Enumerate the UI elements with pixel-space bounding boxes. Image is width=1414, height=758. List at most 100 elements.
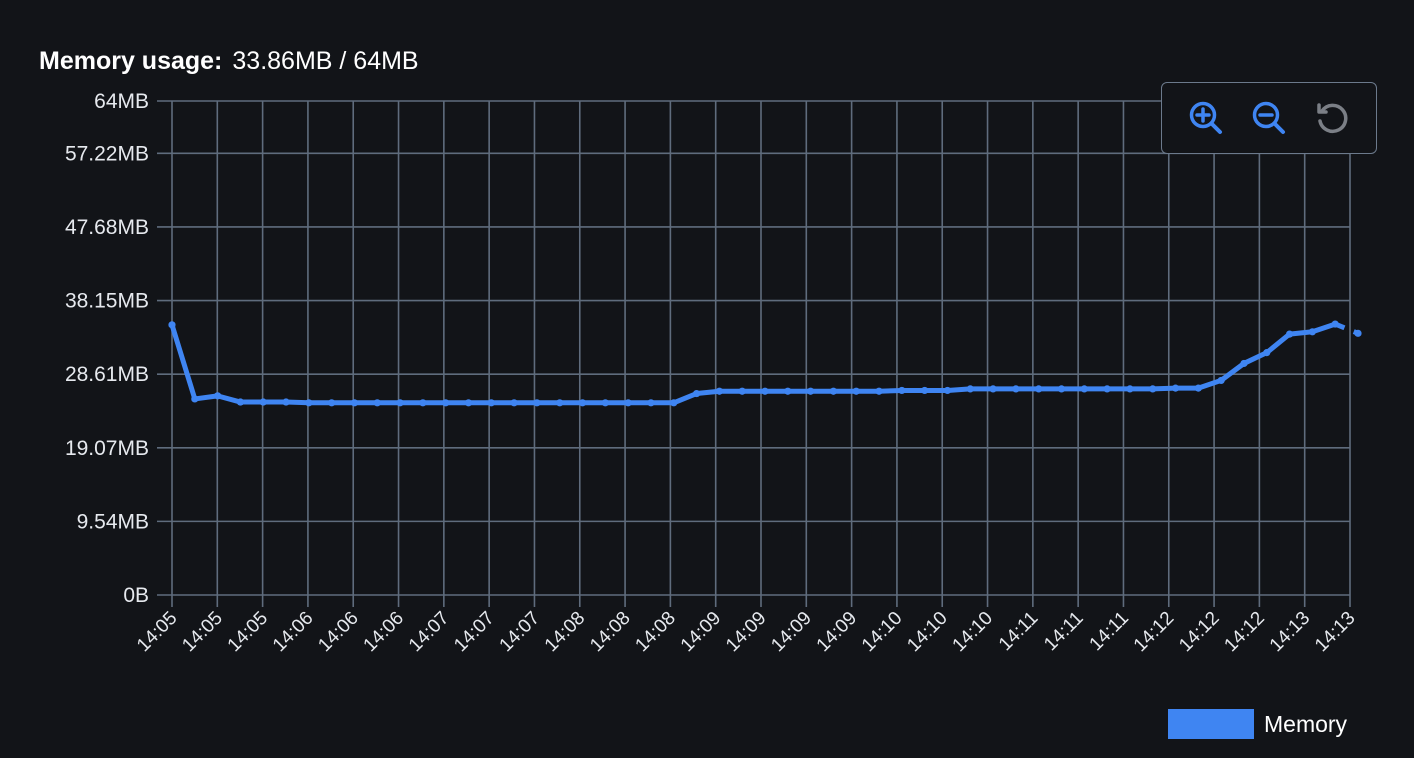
memory-data-point[interactable] [761, 387, 769, 395]
memory-data-point[interactable] [396, 399, 404, 407]
memory-data-point[interactable] [1057, 385, 1066, 393]
memory-data-point[interactable] [1171, 384, 1180, 392]
reset-zoom-button[interactable] [1309, 95, 1355, 141]
x-tick-label: 14:12 [1130, 608, 1178, 656]
memory-data-point[interactable] [1149, 385, 1157, 393]
memory-data-point[interactable] [578, 399, 587, 407]
memory-data-point[interactable] [921, 386, 929, 395]
chart-legend: Memory [1168, 708, 1347, 740]
memory-data-point[interactable] [1354, 329, 1362, 337]
x-tick-label: 14:11 [995, 608, 1042, 655]
x-tick-label: 14:13 [1266, 608, 1314, 656]
memory-data-point[interactable] [419, 399, 427, 407]
memory-data-point[interactable] [214, 392, 222, 400]
x-tick-label: 14:12 [1175, 608, 1223, 656]
memory-usage-label: Memory usage: [39, 47, 223, 75]
memory-data-point[interactable] [556, 399, 564, 407]
memory-data-point[interactable] [259, 398, 267, 406]
memory-data-point[interactable] [943, 386, 952, 395]
x-tick-label: 14:11 [1040, 608, 1087, 655]
memory-data-point[interactable] [487, 399, 495, 407]
memory-data-point[interactable] [1126, 385, 1134, 393]
legend-swatch-memory[interactable] [1168, 709, 1254, 739]
x-tick-label: 14:13 [1311, 608, 1359, 656]
zoom-out-button[interactable] [1246, 95, 1292, 141]
y-tick-label: 57.22MB [65, 142, 149, 165]
memory-usage-header: Memory usage: 33.86MB / 64MB [39, 44, 419, 78]
memory-data-point[interactable] [829, 387, 838, 395]
y-tick-label: 28.61MB [65, 363, 149, 386]
memory-data-point[interactable] [328, 399, 336, 407]
y-tick-label: 19.07MB [65, 437, 149, 460]
memory-data-point[interactable] [715, 387, 723, 395]
memory-data-point[interactable] [784, 387, 792, 395]
memory-data-point[interactable] [1285, 330, 1294, 338]
x-tick-label: 14:08 [631, 608, 679, 656]
memory-data-point[interactable] [236, 398, 245, 406]
memory-data-point[interactable] [807, 387, 815, 395]
memory-data-point[interactable] [875, 387, 883, 395]
x-tick-label: 14:06 [314, 608, 362, 656]
y-tick-label: 38.15MB [65, 290, 149, 313]
x-tick-label: 14:05 [133, 608, 181, 656]
x-tick-label: 14:10 [903, 608, 951, 656]
legend-label-memory: Memory [1264, 710, 1348, 737]
memory-data-point[interactable] [966, 385, 974, 393]
memory-data-point[interactable] [533, 399, 541, 407]
memory-data-point[interactable] [1331, 320, 1339, 328]
x-tick-label: 14:09 [767, 608, 815, 656]
memory-data-point[interactable] [305, 399, 313, 407]
memory-series [168, 320, 1362, 407]
memory-data-point[interactable] [1012, 385, 1020, 393]
x-tick-label: 14:09 [677, 608, 725, 656]
zoom-in-icon [1189, 101, 1222, 134]
memory-data-point[interactable] [738, 387, 746, 395]
memory-data-point[interactable] [1308, 328, 1316, 336]
x-tick-label: 14:07 [496, 608, 544, 656]
zoom-toolbar [1161, 82, 1377, 154]
memory-data-point[interactable] [1035, 385, 1043, 393]
memory-data-point[interactable] [852, 387, 860, 395]
x-tick-label: 14:07 [450, 608, 498, 656]
y-tick-label: 0B [123, 584, 149, 607]
memory-data-point[interactable] [670, 399, 678, 407]
x-tick-label: 14:12 [1220, 608, 1268, 656]
x-tick-label: 14:08 [541, 608, 589, 656]
memory-data-point[interactable] [442, 399, 450, 407]
zoom-out-icon [1252, 101, 1285, 134]
memory-data-point[interactable] [1217, 376, 1225, 385]
memory-data-point[interactable] [647, 399, 655, 407]
memory-data-point[interactable] [191, 395, 199, 403]
y-tick-label: 9.54MB [77, 510, 149, 533]
memory-data-point[interactable] [601, 399, 609, 407]
memory-data-point[interactable] [898, 386, 906, 395]
x-tick-label: 14:10 [949, 608, 997, 656]
memory-data-point[interactable] [1263, 349, 1271, 357]
memory-data-point[interactable] [350, 399, 359, 407]
memory-data-point[interactable] [1240, 359, 1248, 368]
memory-series-line [169, 321, 1338, 406]
memory-data-point[interactable] [1080, 385, 1088, 393]
chart-grid [157, 100, 1351, 607]
y-tick-label: 64MB [94, 90, 149, 113]
memory-usage-value: 33.86MB / 64MB [232, 47, 419, 75]
zoom-in-button[interactable] [1183, 95, 1229, 141]
x-tick-label: 14:06 [269, 608, 317, 656]
memory-data-point[interactable] [510, 399, 518, 407]
reset-zoom-icon [1317, 103, 1348, 134]
memory-data-point[interactable] [282, 398, 290, 406]
x-tick-label: 14:07 [405, 608, 453, 656]
memory-data-point[interactable] [373, 399, 381, 407]
memory-data-point[interactable] [624, 399, 632, 407]
memory-data-point[interactable] [1194, 384, 1202, 392]
memory-data-point[interactable] [989, 385, 997, 393]
memory-data-point[interactable] [1103, 385, 1111, 393]
memory-data-point[interactable] [464, 399, 473, 407]
memory-data-point[interactable] [692, 389, 701, 398]
x-tick-label: 14:09 [722, 608, 770, 656]
y-tick-label: 47.68MB [65, 216, 149, 239]
y-axis-ticks: 0B 9.54MB 19.07MB 28.61MB 38.15MB 47.68MB 57.2… [65, 90, 149, 607]
x-tick-label: 14:09 [813, 608, 861, 656]
memory-data-point[interactable] [168, 321, 176, 329]
